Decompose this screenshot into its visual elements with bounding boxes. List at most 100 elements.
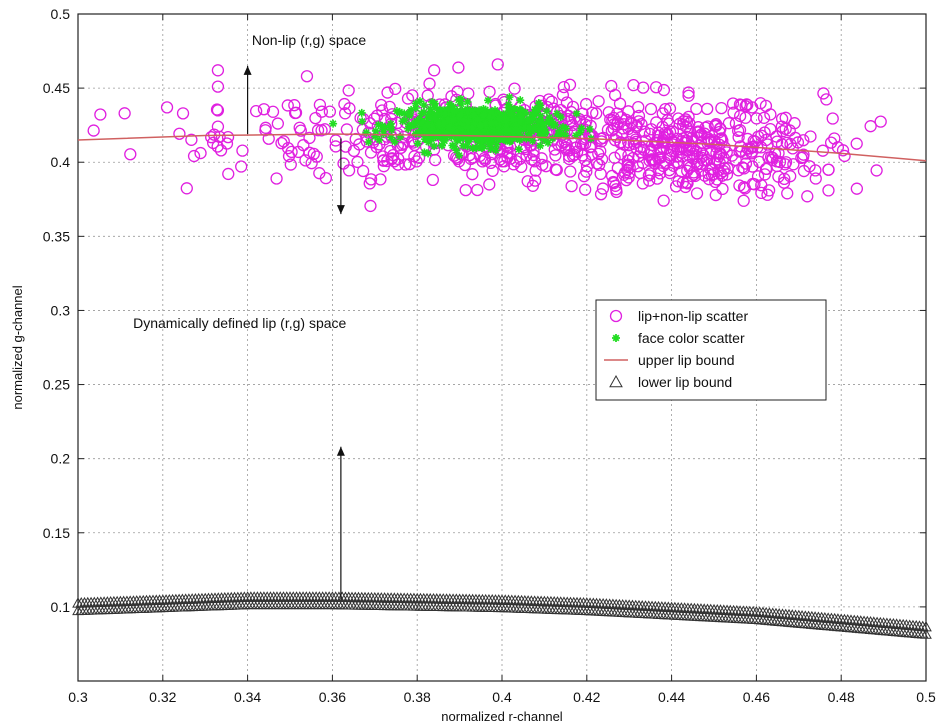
face-scatter-point: [479, 142, 488, 151]
lip-scatter-point: [690, 102, 703, 116]
face-scatter-point: [464, 129, 473, 138]
lip-scatter-point: [753, 155, 766, 169]
face-scatter-point: [431, 103, 440, 112]
face-scatter-point: [415, 129, 424, 138]
face-scatter-point: [329, 119, 338, 128]
face-scatter-point: [437, 141, 446, 150]
lip-scatter-point: [648, 153, 661, 166]
face-scatter-point: [561, 131, 570, 140]
lip-scatter-point: [270, 172, 283, 185]
face-scatter-point: [430, 114, 439, 123]
face-scatter-point: [486, 107, 495, 116]
lip-scatter-point: [817, 87, 830, 100]
face-scatter-point: [541, 128, 550, 137]
lip-scatter-point: [281, 99, 294, 112]
face-scatter-point: [449, 102, 458, 111]
face-scatter-point: [458, 130, 467, 139]
face-scatter-point: [463, 107, 472, 116]
face-scatter-point: [420, 123, 429, 132]
face-scatter-point: [400, 116, 409, 125]
face-scatter-point: [535, 103, 544, 112]
face-scatter-point: [379, 125, 388, 134]
lip-scatter-point: [632, 100, 645, 114]
face-scatter-point: [458, 106, 467, 115]
face-scatter-point: [362, 128, 371, 137]
lip-scatter-point: [715, 132, 728, 145]
lip-scatter-point: [630, 142, 644, 156]
lip-scatter-point: [824, 136, 838, 149]
lip-scatter-point: [692, 126, 705, 139]
lip-scatter-point: [605, 169, 619, 183]
face-scatter-point: [576, 128, 585, 137]
lip-scatter-point: [257, 103, 271, 116]
face-scatter-point: [476, 121, 485, 130]
face-scatter-point: [572, 109, 581, 118]
lip-scatter-point: [784, 170, 797, 183]
face-scatter-point: [424, 149, 433, 158]
lip-scatter-point: [614, 136, 627, 149]
lip-scatter-point: [632, 109, 646, 123]
face-scatter-point: [358, 117, 367, 126]
face-scatter-point: [468, 106, 477, 115]
lip-scatter-point: [507, 158, 520, 171]
face-scatter-point: [501, 125, 510, 134]
face-scatter-point: [386, 123, 395, 132]
lip-scatter-point: [850, 182, 864, 195]
lip-scatter-point: [342, 164, 356, 177]
face-scatter-point: [415, 97, 424, 106]
lip-scatter-point: [650, 81, 663, 94]
lip-scatter-point: [342, 84, 355, 97]
face-scatter-point: [548, 134, 557, 143]
lip-scatter-point: [160, 101, 174, 114]
face-scatter-point: [585, 125, 594, 134]
face-scatter-point: [475, 106, 484, 115]
face-scatter-point: [455, 113, 464, 122]
lip-scatter-point: [694, 129, 707, 142]
lip-scatter-point: [297, 139, 310, 152]
arrow-head: [336, 205, 345, 215]
lip-scatter-point: [770, 155, 784, 168]
lip-scatter-point: [556, 88, 570, 102]
face-scatter-point: [515, 135, 524, 144]
lip-scatter-point: [822, 163, 835, 176]
lip-scatter-point: [701, 120, 714, 133]
lip-scatter-point: [621, 163, 634, 177]
annotations: Non-lip (r,g) space Dynamically defined l…: [133, 32, 366, 331]
lip-scatter-point: [643, 174, 656, 187]
lip-scatter-point: [605, 79, 618, 93]
face-scatter-point: [428, 97, 437, 106]
face-scatter-point: [452, 146, 461, 155]
lip-scatter-point: [299, 154, 312, 167]
lip-scatter-point: [428, 64, 441, 77]
lip-scatter-point: [764, 108, 777, 121]
face-scatter-point: [427, 134, 436, 143]
lip-scatter-point: [580, 114, 593, 127]
x-axis-label: normalized r-channel: [441, 709, 563, 724]
face-scatter-point: [515, 105, 524, 114]
lip-scatter-point: [720, 168, 734, 181]
lip-scatter-point: [828, 132, 841, 145]
lip-scatter-point: [610, 185, 623, 199]
lip-scatter-point: [300, 70, 314, 83]
lip-scatter-point: [804, 130, 817, 143]
face-scatter-point: [422, 127, 431, 136]
lip-scatter-point: [374, 173, 387, 186]
face-scatter-point: [509, 115, 518, 124]
face-scatter-point: [417, 109, 426, 118]
face-scatter-point: [387, 125, 396, 134]
face-scatter-point: [479, 110, 488, 119]
lip-scatter-point: [715, 101, 728, 115]
lip-scatter-point: [755, 186, 768, 200]
face-scatter-point: [457, 99, 466, 108]
lip-scatter-point: [779, 156, 793, 169]
face-scatter-point: [486, 144, 495, 153]
y-tick-label: 0.2: [51, 451, 71, 467]
lip-scatter-point: [363, 177, 376, 190]
lip-scatter-point: [549, 163, 562, 176]
face-scatter-point: [434, 120, 443, 129]
lip-scatter-point: [483, 178, 496, 191]
face-scatter-point: [416, 114, 425, 123]
face-scatter-point: [378, 121, 387, 130]
face-scatter-point: [460, 115, 469, 124]
lip-scatter-point: [709, 175, 722, 188]
